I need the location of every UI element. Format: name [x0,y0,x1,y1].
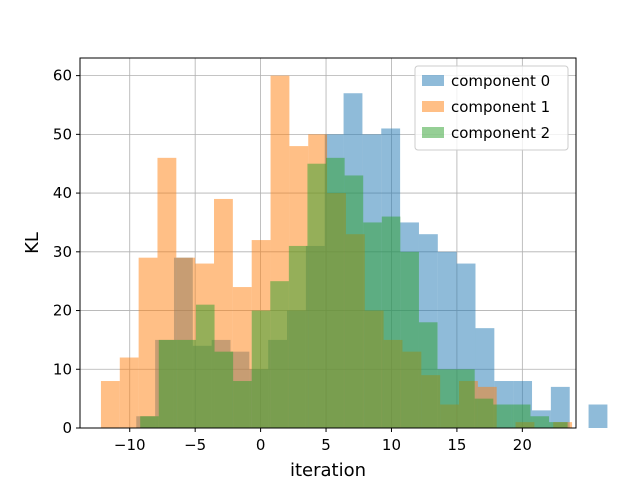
bar-series-2 [437,369,457,428]
bar-series-2 [363,222,382,428]
bar-series-2 [400,251,419,428]
legend: component 0 component 1 component 2 [414,65,569,151]
x-tick-label: −5 [184,436,206,454]
legend-label: component 2 [451,124,550,142]
y-axis-label: KL [22,232,43,254]
legend-label: component 1 [451,98,550,116]
bar-series-2 [270,281,289,428]
y-tick-label: 50 [53,125,72,143]
x-tick-label: −10 [114,436,146,454]
bars-layer [100,75,608,429]
x-tick-label: 20 [513,436,532,454]
bar-series-2 [418,322,438,428]
bar-series-2 [177,339,196,428]
plot-frame [79,57,577,429]
bar-series-2 [381,216,401,428]
bar-series-2 [549,422,568,428]
legend-swatch [422,101,444,112]
ticks-layer: −10 −5 0 5 10 15 20 0 10 20 30 40 50 60 [53,67,532,454]
legend-swatch [422,127,444,138]
bar-series-2 [251,310,271,428]
x-tick-label: 15 [447,436,466,454]
bar-series-2 [288,245,308,428]
legend-swatch [422,75,444,86]
y-tick-label: 20 [53,302,72,320]
bar-series-1 [119,357,139,428]
bar-series-2 [158,339,178,428]
y-tick-label: 10 [53,360,72,378]
bar-series-1 [100,381,120,428]
bar-series-2 [326,157,345,429]
bar-series-1 [138,257,158,428]
bar-series-2 [511,404,531,428]
bar-series-0 [588,404,608,428]
x-tick-label: 0 [256,436,266,454]
bar-series-2 [195,304,215,428]
bar-series-2 [233,381,252,428]
bar-series-2 [307,163,327,428]
legend-box [414,65,569,151]
bar-series-0 [550,386,570,428]
legend-label: component 0 [451,72,550,90]
x-axis-label: iteration [290,460,366,480]
x-tick-label: 10 [382,436,401,454]
bar-series-2 [344,175,364,428]
bar-series-2 [456,369,475,428]
y-tick-label: 30 [53,243,72,261]
bar-series-2 [493,404,512,428]
x-tick-label: 5 [321,436,331,454]
y-tick-label: 0 [62,419,72,437]
y-tick-label: 60 [53,67,72,85]
bar-series-2 [140,416,159,428]
bar-series-2 [474,398,494,428]
y-tick-label: 40 [53,184,72,202]
bar-series-2 [214,351,234,428]
bar-series-2 [530,416,550,428]
